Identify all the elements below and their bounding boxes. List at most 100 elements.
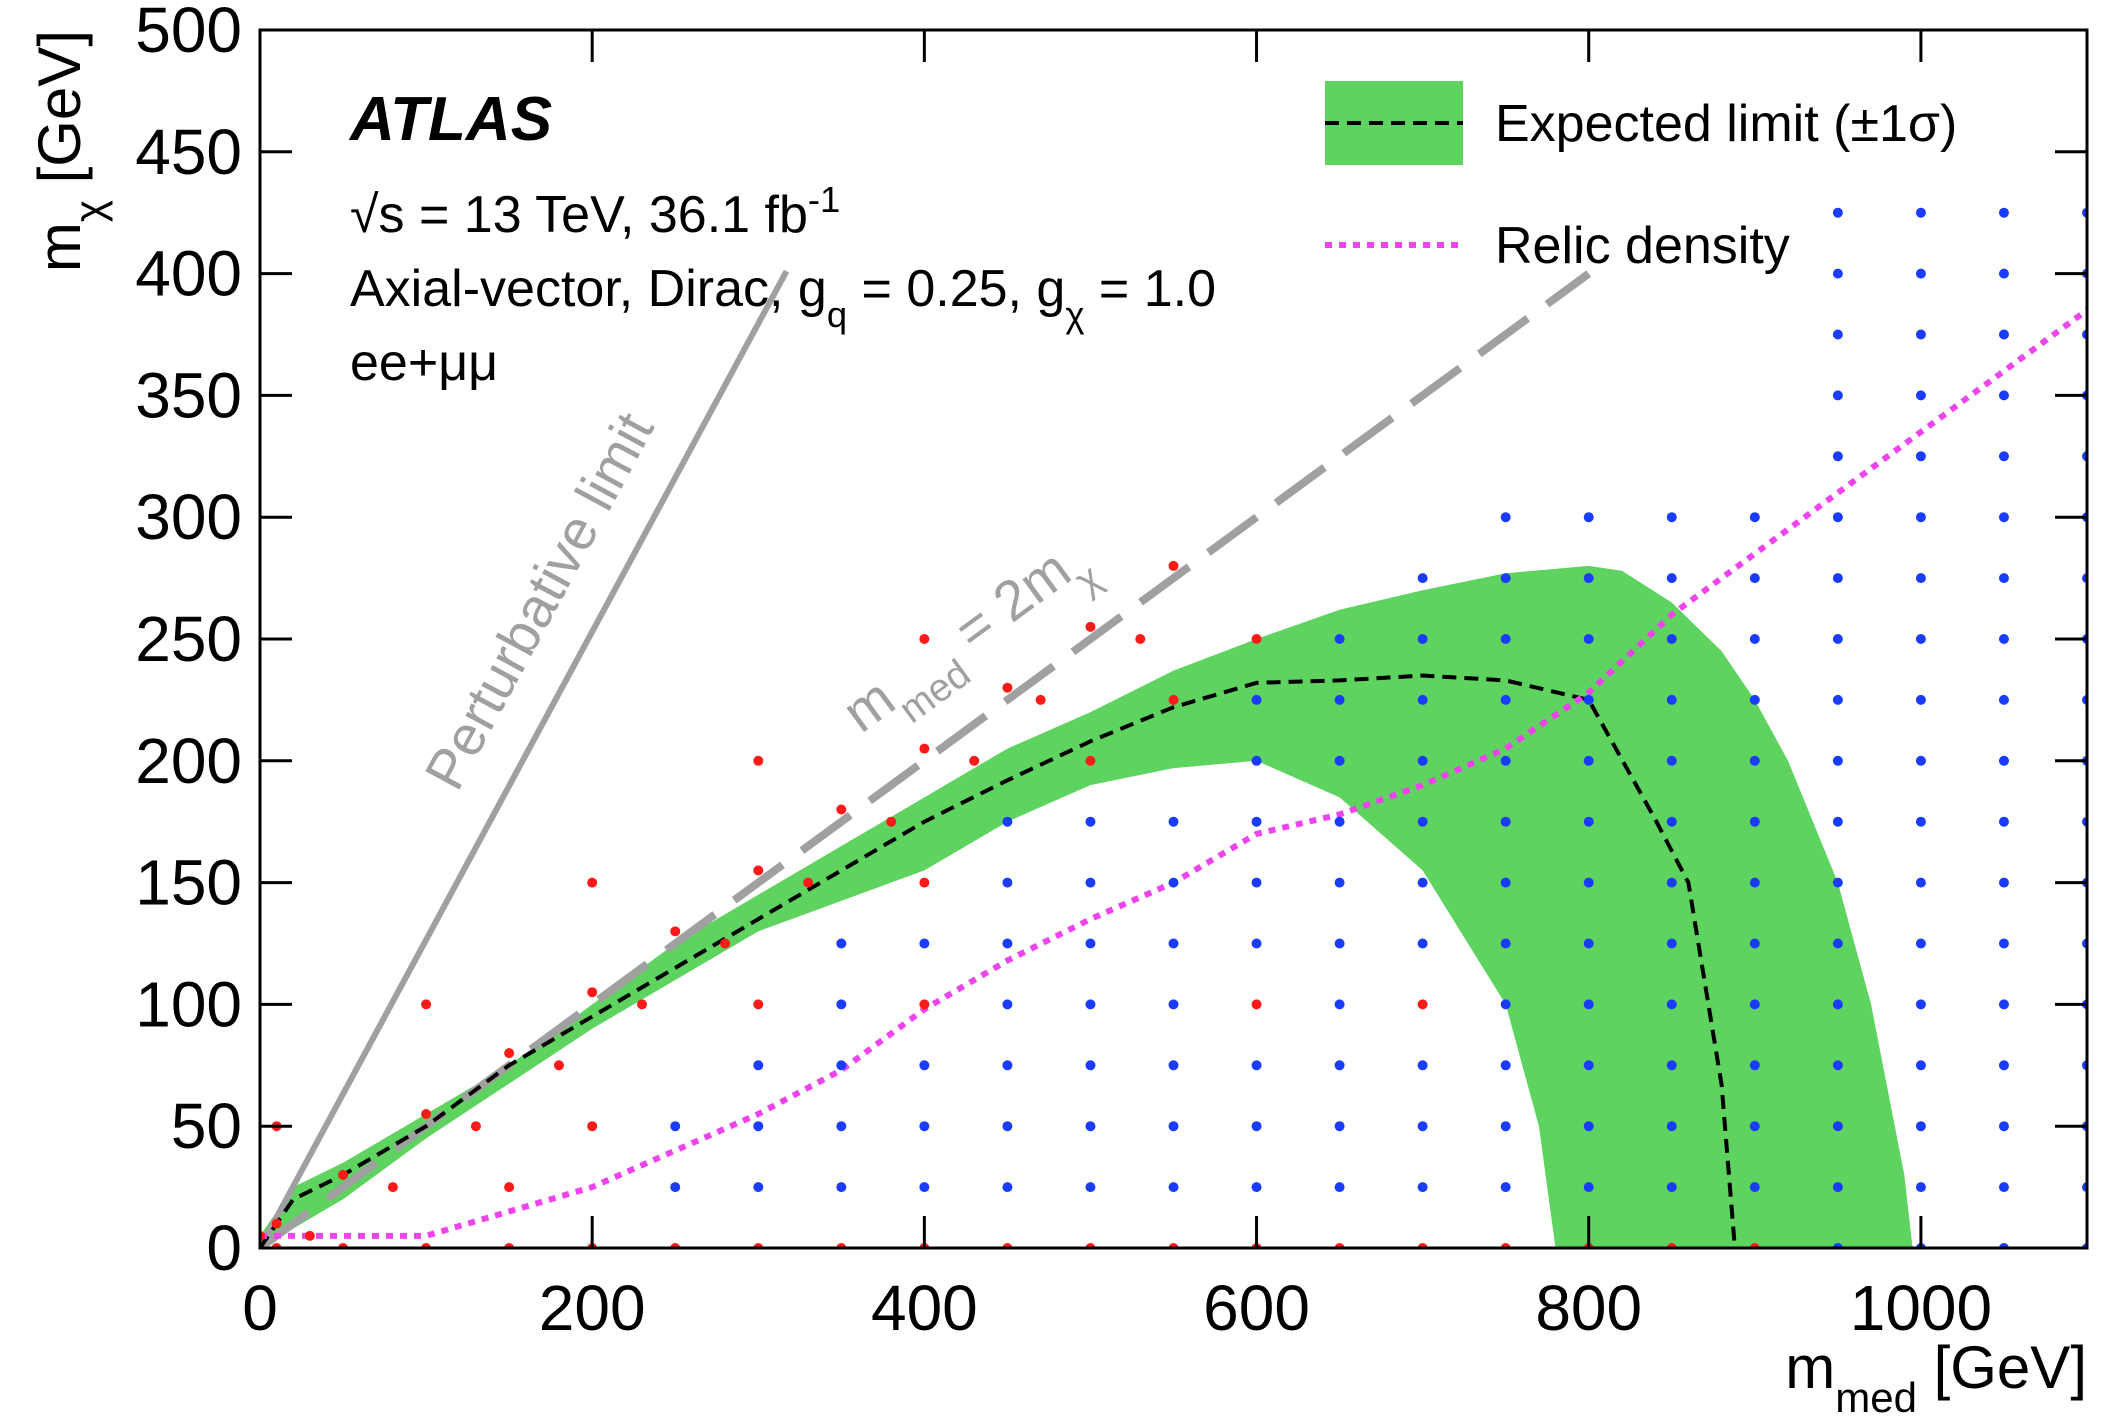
text-part: q	[827, 294, 847, 335]
text-part: = 2m	[930, 537, 1081, 672]
text-part: [GeV]	[1917, 1334, 2087, 1401]
x-tick-label: 0	[242, 1272, 278, 1344]
y-tick-label: 500	[135, 0, 242, 66]
data-point	[1251, 1060, 1262, 1071]
data-point	[1583, 573, 1594, 584]
error-band	[260, 565, 1913, 1248]
data-point	[1998, 268, 2009, 279]
data-point	[1002, 999, 1013, 1010]
data-point	[1085, 1182, 1096, 1193]
data-point	[1085, 877, 1096, 888]
data-point	[1915, 999, 1926, 1010]
data-point	[1168, 999, 1179, 1010]
data-point	[1085, 999, 1096, 1010]
experiment-label: ATLAS	[348, 85, 552, 154]
data-point	[504, 1182, 515, 1193]
y-tick-label: 400	[135, 238, 242, 310]
data-point	[1832, 573, 1843, 584]
data-point	[1832, 1060, 1843, 1071]
data-point	[1666, 694, 1677, 705]
data-point	[1334, 938, 1345, 949]
data-point	[587, 987, 598, 998]
data-point	[1002, 877, 1013, 888]
data-point	[1915, 390, 1926, 401]
data-point	[1749, 999, 1760, 1010]
data-point	[1334, 1182, 1345, 1193]
data-point	[1832, 816, 1843, 827]
data-point	[919, 1182, 930, 1193]
y-tick-label: 150	[135, 847, 242, 919]
data-point	[1749, 573, 1760, 584]
data-point	[803, 877, 814, 888]
y-tick-label: 300	[135, 481, 242, 553]
data-point	[1998, 877, 2009, 888]
data-point	[969, 755, 980, 766]
data-point	[1749, 755, 1760, 766]
data-point	[753, 1182, 764, 1193]
data-point	[1500, 1182, 1511, 1193]
data-point	[753, 999, 764, 1010]
text-part: m	[831, 666, 906, 744]
y-tick-label: 250	[135, 603, 242, 675]
data-point	[1915, 816, 1926, 827]
data-point	[504, 1048, 515, 1059]
data-point	[1915, 634, 1926, 644]
data-point	[1998, 816, 2009, 827]
data-point	[271, 1218, 282, 1229]
text-part: Perturbative limit	[412, 402, 666, 799]
data-point	[1998, 329, 2009, 340]
data-point	[1334, 999, 1345, 1010]
x-tick-label: 200	[539, 1272, 646, 1344]
data-point	[1251, 816, 1262, 827]
data-point	[1998, 1060, 2009, 1071]
data-point	[1666, 1060, 1677, 1071]
data-point	[1251, 694, 1262, 705]
data-point	[1500, 1121, 1511, 1132]
text-part: √s = 13 TeV, 36.1 fb	[350, 186, 808, 244]
data-point	[1998, 755, 2009, 766]
data-point	[1583, 1182, 1594, 1193]
text-part: χ	[66, 200, 113, 222]
data-point	[1583, 634, 1594, 644]
data-point	[1998, 999, 2009, 1010]
text-part: Axial-vector, Dirac, g	[350, 260, 827, 318]
data-point	[1749, 512, 1760, 523]
data-point	[587, 1121, 598, 1132]
data-point	[1583, 1121, 1594, 1132]
data-point	[1915, 755, 1926, 766]
data-point	[919, 634, 930, 644]
data-point	[1998, 512, 2009, 523]
text-part: χ	[1065, 294, 1084, 335]
data-point	[670, 926, 681, 937]
data-point	[1417, 1121, 1428, 1132]
data-point	[1251, 1182, 1262, 1193]
data-point	[1666, 877, 1677, 888]
data-point	[1002, 938, 1013, 949]
data-point	[1334, 816, 1345, 827]
data-point	[1998, 634, 2009, 644]
data-point	[1168, 1060, 1179, 1071]
legend-label: Expected limit (±1σ)	[1495, 95, 1957, 153]
y-tick-label: 450	[135, 116, 242, 188]
data-point	[836, 1121, 847, 1132]
data-point	[1749, 877, 1760, 888]
text-part: -1	[808, 179, 840, 220]
data-point	[1915, 1060, 1926, 1071]
data-point	[1583, 694, 1594, 705]
data-point	[1417, 573, 1428, 584]
data-point	[1583, 938, 1594, 949]
data-point	[1002, 1121, 1013, 1132]
y-axis-label: mχ [GeV]	[26, 30, 113, 272]
data-point	[919, 1121, 930, 1132]
data-point	[1666, 573, 1677, 584]
data-point	[1002, 816, 1013, 827]
y-tick-label: 0	[206, 1212, 242, 1284]
text-part: [GeV]	[26, 30, 93, 200]
data-point	[1832, 755, 1843, 766]
text-part: m	[26, 222, 93, 272]
x-tick-label: 400	[871, 1272, 978, 1344]
data-point	[1417, 634, 1428, 644]
data-point	[1749, 1182, 1760, 1193]
series-line	[260, 673, 1737, 1248]
